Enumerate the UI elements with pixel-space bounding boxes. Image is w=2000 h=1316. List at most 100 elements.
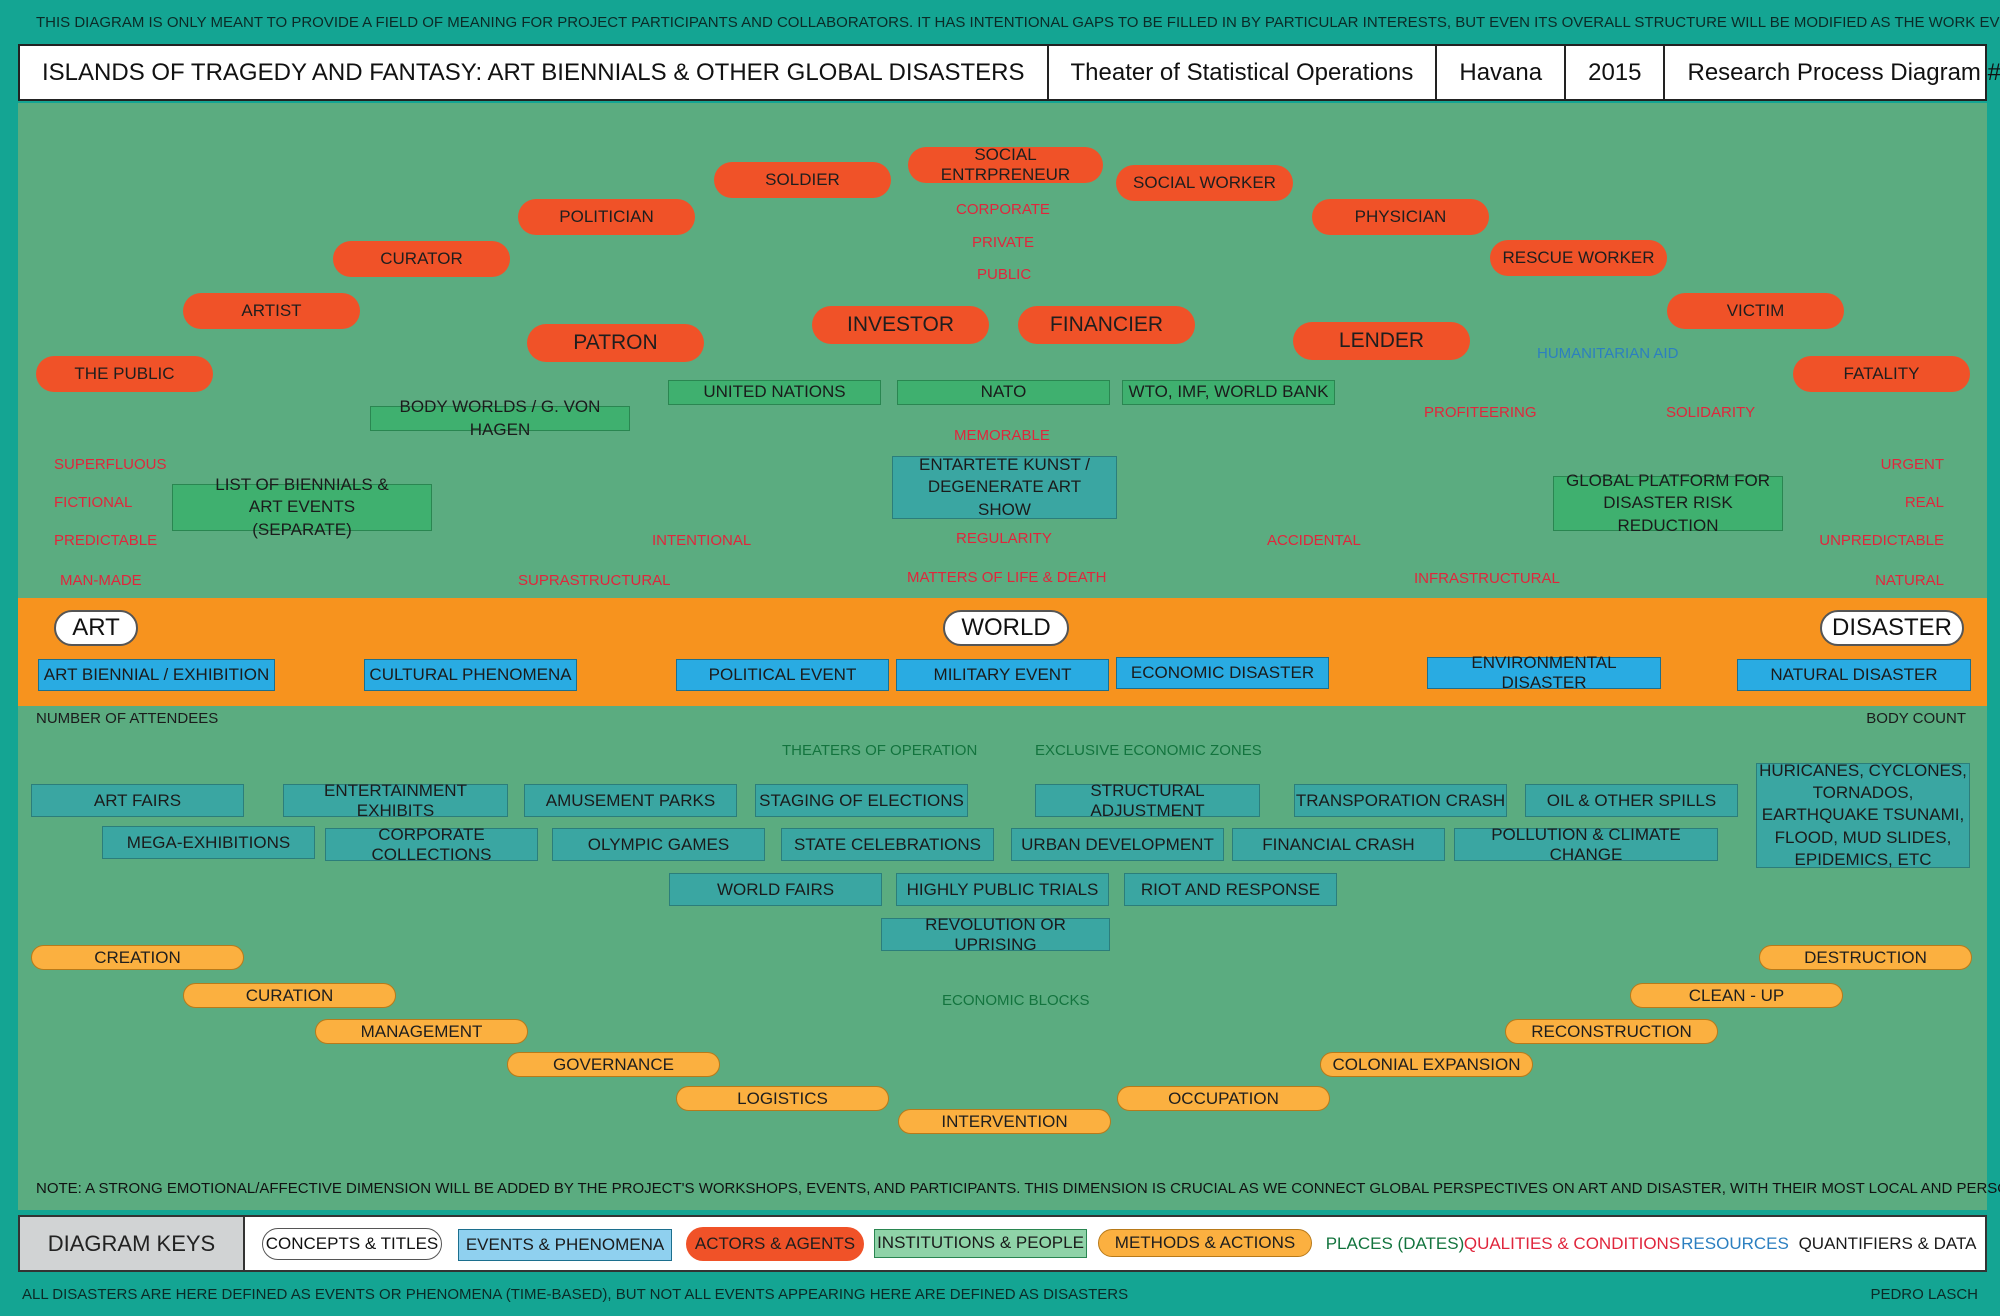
method-creation: CREATION	[31, 945, 244, 970]
key-places-dates: PLACES (DATES)	[1325, 1234, 1465, 1253]
actor-social-entrepreneur: SOCIAL ENTRPRENEUR	[908, 145, 1103, 184]
phenomenon-transportation-crash: TRANSPORATION CRASH	[1294, 784, 1507, 817]
quality-real: REAL	[1904, 494, 1944, 511]
institution-body-worlds: BODY WORLDS / G. VON HAGEN	[370, 397, 630, 439]
phenomenon-amusement-parks: AMUSEMENT PARKS	[524, 784, 737, 817]
method-governance: GOVERNANCE	[507, 1052, 720, 1077]
phenomenon-structural-adjustment: STRUCTURAL ADJUSTMENT	[1035, 781, 1260, 820]
method-colonial-expansion: COLONIAL EXPANSION	[1320, 1052, 1533, 1077]
actor-artist: ARTIST	[183, 293, 360, 329]
event-art-biennial: ART BIENNIAL / EXHIBITION	[38, 659, 275, 691]
quality-predictable: PREDICTABLE	[54, 532, 158, 549]
method-destruction: DESTRUCTION	[1759, 945, 1972, 970]
actor-patron: PATRON	[527, 324, 704, 362]
quality-public: PUBLIC	[977, 266, 1032, 283]
method-occupation: OCCUPATION	[1117, 1086, 1330, 1111]
actor-lender: LENDER	[1293, 322, 1470, 360]
header-place: Havana	[1437, 46, 1567, 99]
event-economic-disaster: ECONOMIC DISASTER	[1116, 657, 1329, 689]
phenomenon-highly-public-trials: HIGHLY PUBLIC TRIALS	[896, 873, 1109, 906]
place-exclusive-economic-zones: EXCLUSIVE ECONOMIC ZONES	[1035, 742, 1262, 759]
actor-fatality: FATALITY	[1793, 356, 1970, 392]
event-environmental-disaster: ENVIRONMENTAL DISASTER	[1427, 653, 1661, 692]
phenomenon-oil-spills: OIL & OTHER SPILLS	[1525, 784, 1738, 817]
quality-private: PRIVATE	[972, 234, 1034, 251]
key-institutions-people: INSTITUTIONS & PEOPLE	[874, 1229, 1087, 1258]
actor-politician: POLITICIAN	[518, 199, 695, 235]
footer-author: PEDRO LASCH	[1870, 1286, 1978, 1303]
actor-rescue-worker: RESCUE WORKER	[1490, 240, 1667, 276]
resource-humanitarian-aid: HUMANITARIAN AID	[1537, 345, 1679, 362]
key-quantifiers-data: QUANTIFIERS & DATA	[1798, 1234, 1977, 1253]
phenomenon-world-fairs: WORLD FAIRS	[669, 873, 882, 906]
place-economic-blocks: ECONOMIC BLOCKS	[942, 992, 1090, 1009]
phenomenon-riot-and-response: RIOT AND RESPONSE	[1124, 873, 1337, 906]
key-events-phenomena: EVENTS & PHENOMENA	[458, 1229, 672, 1261]
quality-infrastructural: INFRASTRUCTURAL	[1414, 570, 1560, 587]
event-cultural-phenomena: CULTURAL PHENOMENA	[364, 659, 577, 691]
quality-profiteering: PROFITEERING	[1424, 404, 1537, 421]
method-reconstruction: RECONSTRUCTION	[1505, 1019, 1718, 1044]
quality-unpredictable: UNPREDICTABLE	[1819, 532, 1944, 549]
actor-social-worker: SOCIAL WORKER	[1116, 165, 1293, 201]
concept-world: WORLD	[943, 610, 1069, 646]
header-theater: Theater of Statistical Operations	[1049, 46, 1438, 99]
quality-man-made: MAN-MADE	[60, 572, 142, 589]
phenomenon-corporate-collections: CORPORATE COLLECTIONS	[325, 825, 538, 864]
header-diagram-number: Research Process Diagram #1	[1687, 58, 2000, 86]
diagram-title: ISLANDS OF TRAGEDY AND FANTASY: ART BIEN…	[20, 46, 1049, 99]
concept-art: ART	[54, 610, 138, 646]
place-theaters-of-operation: THEATERS OF OPERATION	[782, 742, 978, 759]
key-methods-actions: METHODS & ACTIONS	[1098, 1229, 1312, 1257]
key-qualities-conditions: QUALITIES & CONDITIONS	[1463, 1234, 1681, 1253]
phenomenon-entertainment-exhibits: ENTERTAINMENT EXHIBITS	[283, 781, 508, 820]
institution-nato: NATO	[897, 380, 1110, 405]
key-resources: RESOURCES	[1681, 1234, 1789, 1253]
event-military: MILITARY EVENT	[896, 659, 1109, 691]
actor-investor: INVESTOR	[812, 306, 989, 344]
institution-global-platform: GLOBAL PLATFORM FOR DISASTER RISK REDUCT…	[1553, 471, 1783, 535]
quality-memorable: MEMORABLE	[954, 427, 1050, 444]
quantifier-number-of-attendees: NUMBER OF ATTENDEES	[36, 710, 219, 727]
quantifier-body-count: BODY COUNT	[1866, 710, 1966, 727]
bottom-note: NOTE: A STRONG EMOTIONAL/AFFECTIVE DIMEN…	[36, 1180, 2000, 1197]
quality-urgent: URGENT	[1880, 456, 1944, 473]
institution-wto-imf-world-bank: WTO, IMF, WORLD BANK	[1122, 380, 1335, 405]
event-natural-disaster: NATURAL DISASTER	[1737, 659, 1971, 691]
phenomenon-mega-exhibitions: MEGA-EXHIBITIONS	[102, 826, 315, 859]
quality-accidental: ACCIDENTAL	[1267, 532, 1361, 549]
phenomenon-art-fairs: ART FAIRS	[31, 784, 244, 817]
quality-solidarity: SOLIDARITY	[1666, 404, 1756, 421]
quality-regularity: REGULARITY	[956, 530, 1052, 547]
keys-title: DIAGRAM KEYS	[20, 1217, 245, 1270]
event-entartete-kunst: ENTARTETE KUNST / DEGENERATE ART SHOW	[892, 455, 1117, 519]
actor-physician: PHYSICIAN	[1312, 199, 1489, 235]
header-year: 2015	[1566, 46, 1666, 99]
quality-intentional: INTENTIONAL	[652, 532, 752, 549]
key-actors-agents: ACTORS & AGENTS	[686, 1227, 864, 1261]
quality-natural: NATURAL	[1875, 572, 1944, 589]
quality-corporate: CORPORATE	[956, 201, 1050, 218]
method-intervention: INTERVENTION	[898, 1109, 1111, 1134]
key-concepts-titles: CONCEPTS & TITLES	[262, 1228, 442, 1260]
method-logistics: LOGISTICS	[676, 1086, 889, 1111]
institution-list-of-biennials: LIST OF BIENNIALS & ART EVENTS (SEPARATE…	[172, 475, 432, 539]
phenomenon-financial-crash: FINANCIAL CRASH	[1232, 828, 1445, 861]
quality-matters-of-life-death: MATTERS OF LIFE & DEATH	[907, 569, 1107, 586]
phenomenon-urban-development: URBAN DEVELOPMENT	[1011, 828, 1224, 861]
actor-soldier: SOLDIER	[714, 162, 891, 198]
concept-disaster: DISASTER	[1820, 610, 1964, 646]
quality-superfluous: SUPERFLUOUS	[54, 456, 167, 473]
actor-victim: VICTIM	[1667, 293, 1844, 329]
title-bar: ISLANDS OF TRAGEDY AND FANTASY: ART BIEN…	[18, 44, 2000, 101]
phenomenon-revolution-or-uprising: REVOLUTION OR UPRISING	[881, 915, 1110, 954]
footer-definition-note: ALL DISASTERS ARE HERE DEFINED AS EVENTS…	[22, 1286, 1129, 1303]
institution-united-nations: UNITED NATIONS	[668, 380, 881, 405]
actor-curator: CURATOR	[333, 241, 510, 277]
phenomenon-olympic-games: OLYMPIC GAMES	[552, 828, 765, 861]
quality-fictional: FICTIONAL	[54, 494, 133, 511]
phenomenon-staging-of-elections: STAGING OF ELECTIONS	[755, 784, 968, 817]
phenomenon-state-celebrations: STATE CELEBRATIONS	[781, 828, 994, 861]
method-clean-up: CLEAN - UP	[1630, 983, 1843, 1008]
method-management: MANAGEMENT	[315, 1019, 528, 1044]
